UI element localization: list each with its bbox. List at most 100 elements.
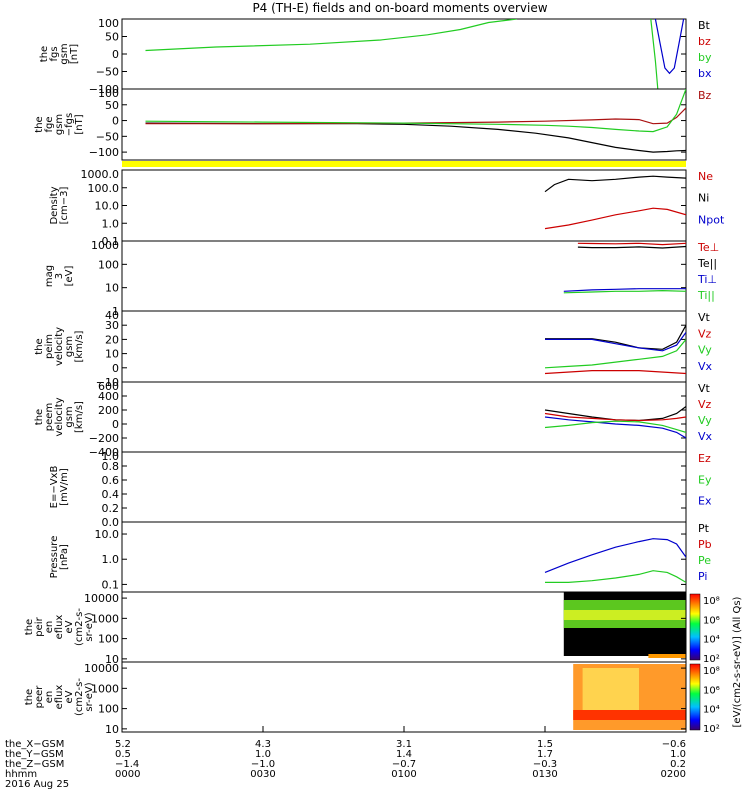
y-axis-label: [cm−3] bbox=[59, 187, 70, 225]
legend-density-0: Ne bbox=[698, 170, 713, 183]
y-axis-label: velocity bbox=[54, 397, 65, 436]
y-tick-label: 10 bbox=[105, 723, 119, 736]
y-axis-label: sr-eV) bbox=[84, 682, 95, 711]
legend-fgs-3: bx bbox=[698, 67, 712, 80]
legend-peemvel-2: Vy bbox=[698, 414, 712, 427]
legend-fgs-2: by bbox=[698, 51, 712, 64]
panel-temp: 1000 100 10 1 mag 3 [eV] Te⊥ Te|| Ti⊥ Ti|| bbox=[44, 239, 719, 318]
series-temp-ti bbox=[563, 288, 686, 292]
legend-fgs-1: bz bbox=[698, 35, 711, 48]
panel-frame bbox=[121, 18, 687, 90]
y-tick-label: 40 bbox=[105, 309, 119, 322]
y-axis-label: fgs bbox=[49, 46, 60, 61]
ion-spectrogram-low-energy bbox=[648, 654, 686, 658]
y-axis-label: [eV] bbox=[64, 266, 75, 287]
x-row-label: the_X−GSM bbox=[5, 739, 64, 750]
y-tick-label: 100.0 bbox=[88, 182, 120, 195]
legend-density-1: Ni bbox=[698, 192, 709, 205]
series-density-ne bbox=[544, 207, 686, 230]
series-fgs-by bbox=[650, 19, 659, 89]
series-peemvel-vz bbox=[544, 412, 686, 422]
y-tick-label: 0.8 bbox=[102, 460, 120, 473]
y-axis-label: the bbox=[34, 409, 45, 425]
colorbar-label: [eV/(cm2-s-sr-eV)] (All Qs) bbox=[732, 596, 743, 727]
y-tick-label: 10.0 bbox=[95, 200, 120, 213]
colorbar-tick: 10⁸ bbox=[703, 596, 720, 607]
panel-frame bbox=[121, 521, 687, 593]
y-tick-label: 100 bbox=[98, 17, 119, 30]
y-tick-label: 10000 bbox=[84, 592, 119, 605]
y-tick-label: 0.0 bbox=[102, 516, 120, 529]
y-axis-label: [mV/m] bbox=[59, 468, 70, 506]
y-tick-label: 10000 bbox=[84, 662, 119, 675]
x-row-value: 5.2 bbox=[115, 739, 131, 750]
y-tick-label: 0 bbox=[112, 48, 119, 61]
ion-spectrogram-core bbox=[563, 610, 686, 620]
y-axis-label: sr-eV) bbox=[84, 612, 95, 641]
x-row-value: 0000 bbox=[115, 769, 140, 780]
series-peimvel-vt bbox=[545, 324, 686, 350]
y-tick-label: −100 bbox=[89, 83, 119, 96]
y-tick-label: −10 bbox=[96, 376, 119, 389]
legend-temp-3: Ti|| bbox=[697, 289, 715, 302]
legend-fgs-0: Bt bbox=[698, 19, 711, 32]
y-tick-label: 0.1 bbox=[102, 235, 120, 248]
y-axis-label: gsm bbox=[59, 43, 70, 64]
y-tick-label: 100 bbox=[98, 258, 119, 271]
y-tick-label: 100 bbox=[98, 87, 119, 100]
y-axis-label: peem bbox=[44, 403, 55, 431]
y-tick-label: 0 bbox=[112, 362, 119, 375]
y-axis-label: −fgs bbox=[64, 113, 75, 136]
y-axis-label: gsm bbox=[64, 406, 75, 427]
y-tick-label: 10 bbox=[105, 282, 119, 295]
y-tick-label: 10.0 bbox=[95, 528, 120, 541]
series-peemvel-vy bbox=[544, 420, 686, 433]
x-row-label: hhmm bbox=[5, 769, 37, 780]
data-availability-bar bbox=[122, 161, 686, 167]
y-tick-label: 30 bbox=[105, 319, 119, 332]
series-peimvel-vx bbox=[545, 331, 686, 352]
y-tick-label: 1000.0 bbox=[81, 168, 120, 181]
x-row-value: 3.1 bbox=[396, 739, 412, 750]
x-row-value: −0.7 bbox=[392, 759, 416, 770]
x-row-value: 1.7 bbox=[537, 749, 553, 760]
y-tick-label: 0 bbox=[112, 115, 119, 128]
panel-frame bbox=[121, 310, 687, 383]
y-tick-label: 1 bbox=[112, 305, 119, 318]
y-axis-label: the bbox=[34, 338, 45, 354]
panel-pressure: 10.0 1.0 0.1 Pressure [nPa] Pt Pb Pe Pi bbox=[49, 521, 712, 593]
y-axis-label: E=−VxB bbox=[49, 466, 60, 509]
y-tick-label: 0.2 bbox=[102, 502, 120, 515]
x-row-value: 0.5 bbox=[115, 749, 131, 760]
x-row-value: 0100 bbox=[391, 769, 416, 780]
series-fge-by bbox=[145, 89, 686, 133]
legend-temp-1: Te|| bbox=[697, 257, 717, 270]
y-axis-label: [nT] bbox=[74, 114, 85, 134]
colorbar-tick: 10² bbox=[703, 724, 720, 735]
y-axis-label: gsm bbox=[64, 336, 75, 357]
series-temp-te bbox=[577, 242, 686, 246]
y-axis-label: Pressure bbox=[49, 536, 60, 579]
colorbar-tick: 10⁴ bbox=[703, 705, 720, 716]
colorbar-2 bbox=[689, 663, 701, 731]
legend-pressure-2: Pe bbox=[698, 554, 711, 567]
x-row-value: 0200 bbox=[661, 769, 686, 780]
y-axis-label: (cm2-s- bbox=[74, 678, 85, 716]
x-row-value: 0030 bbox=[250, 769, 275, 780]
y-tick-label: 600 bbox=[98, 380, 119, 393]
y-tick-label: 200 bbox=[98, 404, 119, 417]
y-axis-label: mag bbox=[44, 265, 55, 287]
y-axis-label: peir bbox=[34, 616, 45, 636]
series-fgs-bx bbox=[654, 19, 685, 75]
date-label: 2016 Aug 25 bbox=[5, 779, 69, 790]
panel-frame bbox=[121, 381, 687, 453]
x-row-value: 4.3 bbox=[255, 739, 271, 750]
x-row-value: 0.2 bbox=[670, 759, 686, 770]
panel-efield: 1.00.80.60.40.20.0 E=−VxB [mV/m] Ez Ey Ex bbox=[49, 450, 712, 529]
series-temp-ti bbox=[563, 289, 686, 294]
x-row-value: 1.0 bbox=[255, 749, 271, 760]
series-temp-te bbox=[577, 245, 686, 249]
y-tick-label: 0.6 bbox=[102, 474, 120, 487]
